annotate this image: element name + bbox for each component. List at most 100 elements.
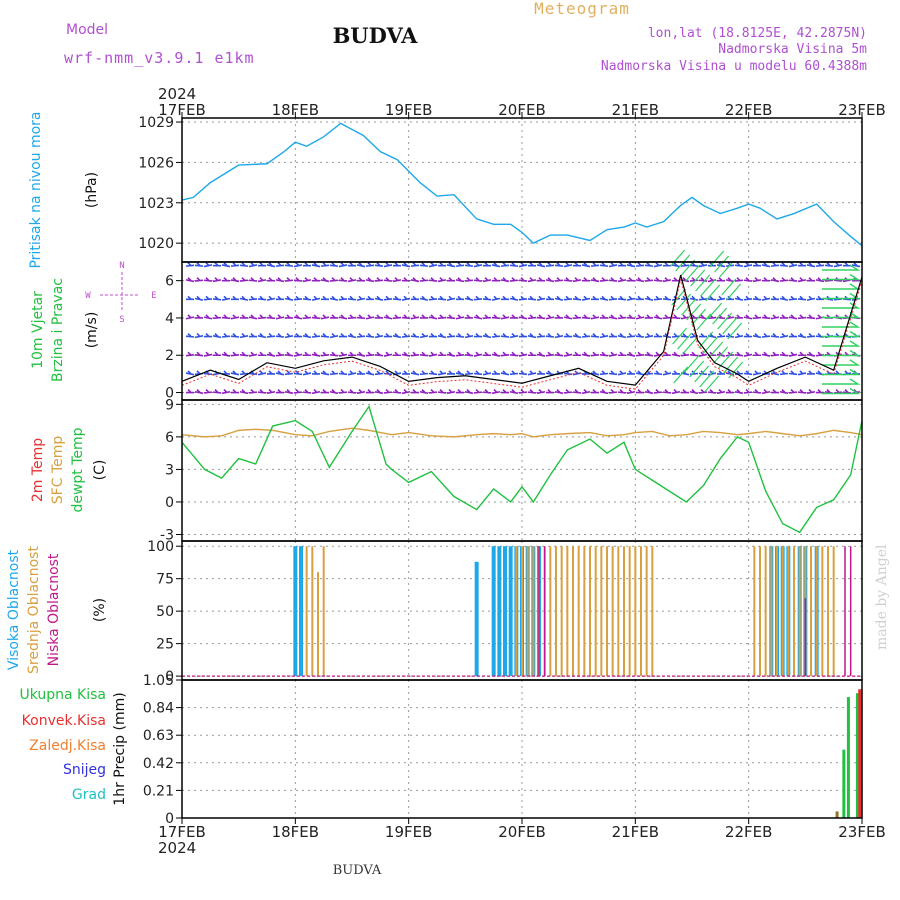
wind-dir-e: E <box>151 291 156 301</box>
cloud-bar-1 <box>532 546 535 677</box>
cloud-bar-1 <box>566 546 569 677</box>
cloud-bar-1 <box>827 546 829 677</box>
cloud-bar-1 <box>577 546 580 677</box>
cloud-bar-1 <box>317 572 319 677</box>
wind-gust-line <box>181 278 863 390</box>
chart-title: BUDVA <box>333 23 419 48</box>
cloud-bar-1 <box>305 546 308 677</box>
cloud-axis-title-2: Niska Oblacnost <box>46 553 62 666</box>
x-tick-bottom: 19FEB <box>385 823 432 841</box>
precip-bar-0 <box>835 811 839 818</box>
precip-legend-1: Konvek.Kisa <box>22 713 106 729</box>
wind-barb-row <box>185 333 861 339</box>
cloud-bar-1 <box>815 546 818 677</box>
y-tick-label: -3 <box>160 527 174 543</box>
x-tick-bottom: 20FEB <box>498 823 545 841</box>
wind-dir-s: S <box>119 315 124 325</box>
cloud-bar-2 <box>543 546 546 677</box>
x-tick-top: 20FEB <box>498 101 545 119</box>
wind-barb-row <box>186 388 861 395</box>
cloud-bar-0 <box>503 546 507 677</box>
y-tick-label: 4 <box>165 311 174 327</box>
cloud-bar-1 <box>770 546 773 677</box>
dewpt-temp-line <box>181 404 863 534</box>
cloud-bar-1 <box>623 546 625 677</box>
model-label: Model <box>66 22 108 38</box>
y-tick-label: 0.21 <box>143 783 174 799</box>
wind-barb-row <box>185 370 860 376</box>
x-tick-top: 23FEB <box>838 101 885 119</box>
meteogram-label: Meteogram <box>534 0 630 18</box>
temp-axis-title-0: 2m Temp <box>30 438 46 502</box>
precip-bar-1 <box>858 689 862 818</box>
cloud-bar-2 <box>844 546 846 677</box>
y-tick-label: 0 <box>165 669 174 685</box>
strong-wind-barbs <box>670 249 744 393</box>
y-tick-label: 100 <box>147 539 174 555</box>
cloud-bar-1 <box>640 546 642 677</box>
cloud-bar-1 <box>311 546 314 677</box>
cloud-bar-1 <box>787 546 790 677</box>
cloud-bar-1 <box>764 546 767 677</box>
cloud-bar-1 <box>651 546 654 677</box>
x-tick-bottom: 22FEB <box>725 823 772 841</box>
pressure-line <box>181 122 863 247</box>
sfc-temp-line <box>181 427 863 438</box>
cloud-bar-0 <box>299 546 303 677</box>
cloud-bar-1 <box>645 546 648 677</box>
y-tick-label: 6 <box>165 430 174 446</box>
wind-units: (m/s) <box>84 312 100 349</box>
cloud-bar-1 <box>322 546 325 677</box>
y-tick-label: 1.05 <box>143 673 174 689</box>
y-tick-label: 2 <box>165 348 174 364</box>
cloud-bar-1 <box>810 546 812 677</box>
precip-bar-0 <box>842 749 846 818</box>
x-tick-bottom: 18FEB <box>272 823 319 841</box>
credit-label: made by Angel <box>874 544 890 650</box>
wind-barb-row <box>185 262 861 268</box>
cloud-bar-1 <box>589 546 591 677</box>
model-elevation-label: Nadmorska Visina u modelu 60.4388m <box>601 59 867 74</box>
wind-barb-row <box>185 277 860 283</box>
cloud-bar-1 <box>560 546 563 677</box>
year-bottom: 2024 <box>158 839 196 857</box>
precip-bar-0 <box>855 693 859 818</box>
cloud-bar-1 <box>832 546 835 677</box>
temp-axis-title-2: dewpt Temp <box>70 427 86 512</box>
x-tick-bottom: 21FEB <box>612 823 659 841</box>
cloud-bar-0 <box>497 546 502 677</box>
y-tick-label: 50 <box>156 604 174 620</box>
temp-axis-title-1: SFC Temp <box>50 436 66 505</box>
pressure-axis-title: Pritisak na nivou mora <box>28 111 44 268</box>
x-tick-top: 21FEB <box>612 101 659 119</box>
cloud-bar-2 <box>804 598 807 677</box>
lonlat-label: lon,lat (18.8125E, 42.2875N) <box>648 26 867 41</box>
cloud-bar-0 <box>474 561 479 677</box>
x-tick-top: 19FEB <box>385 101 432 119</box>
cloud-bar-1 <box>634 546 637 677</box>
cloud-bar-1 <box>515 546 518 677</box>
temp-units: (C) <box>92 460 108 481</box>
cloud-bar-1 <box>759 546 761 677</box>
cloud-axis-title-1: Srednja Oblacnost <box>26 546 42 674</box>
cloud-bar-1 <box>594 546 597 677</box>
y-tick-label: 9 <box>165 397 174 413</box>
wind-axis-title-2: Brzina i Pravac <box>50 278 66 382</box>
wind-speed-line <box>181 274 863 386</box>
y-tick-label: 1029 <box>138 115 174 131</box>
cloud-bar-2 <box>849 546 852 677</box>
y-tick-label: 25 <box>156 637 174 653</box>
wind-barb-row <box>185 351 861 357</box>
cloud-bar-1 <box>606 546 608 677</box>
cloud-bar-1 <box>628 546 631 677</box>
y-tick-label: 75 <box>156 572 174 588</box>
footer-label: BUDVA <box>333 863 382 878</box>
y-tick-label: 0 <box>165 386 174 402</box>
wind-barb-row <box>185 314 861 320</box>
cloud-bar-1 <box>583 546 586 677</box>
x-tick-bottom: 23FEB <box>838 823 885 841</box>
y-tick-label: 0.63 <box>143 728 174 744</box>
y-tick-label: 1026 <box>138 155 174 171</box>
x-tick-top: 17FEB <box>158 101 205 119</box>
wind-barb-row <box>186 295 861 301</box>
